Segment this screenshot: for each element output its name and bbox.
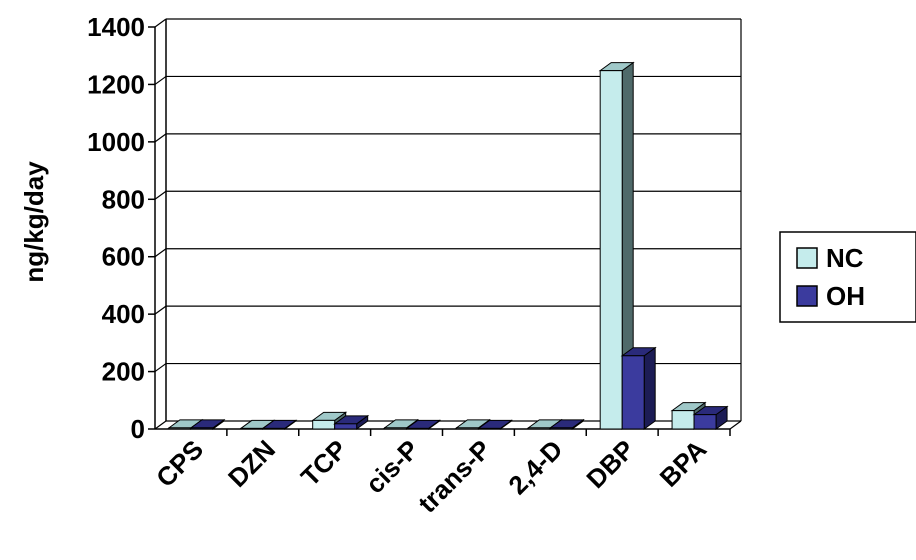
x-tick-label: BPA [654,434,713,493]
legend-box [779,231,916,323]
bar-oh-2,4-D [548,418,585,430]
x-tick-label: 2,4-D [502,434,568,500]
y-tick-label: 1400 [87,12,145,42]
gridlines [154,18,741,430]
y-tick-label: 400 [102,299,145,329]
y-tick-label: 1000 [87,127,145,157]
bar-oh-DBP [620,346,657,430]
bar-oh-TCP [333,414,370,430]
y-tick-labels: 0 200 400 600 800 1000 1200 1400 [87,12,145,444]
floor-edge [729,420,742,430]
bars [167,61,729,430]
legend-label-nc: NC [826,243,864,273]
legend-label-oh: OH [826,281,865,311]
y-tick-label: 0 [131,414,145,444]
y-tick-label: 600 [102,242,145,272]
bar-oh-DZN [261,419,298,430]
x-tick-label: TCP [295,434,353,492]
legend-swatch-oh [796,285,818,307]
gridline-side [154,305,167,315]
gridline-side [154,190,167,200]
y-tick-label: 1200 [87,69,145,99]
gridline-side [154,133,167,143]
bar-oh-BPA [692,405,729,430]
y-tick-label: 800 [102,184,145,214]
x-tick-label: trans-P [412,434,497,519]
gridline-side [154,75,167,85]
bar-oh-cis-P [405,419,442,430]
bar-oh-CPS [189,418,226,430]
bar-nc-DBP [598,61,635,430]
x-tick-label: CPS [150,434,209,493]
y-tick-label: 200 [102,357,145,387]
x-tick-label: DBP [580,434,640,494]
legend: NC OH [779,231,916,323]
gridline-side [154,18,167,28]
bar-oh-trans-P [476,419,513,430]
gridline-side [154,363,167,373]
legend-swatch-nc [796,247,818,269]
x-tick-label: cis-P [360,434,425,499]
x-tick-label: DZN [222,434,281,493]
gridline-side [154,420,167,430]
gridline-side [154,248,167,258]
y-axis-label: ng/kg/day [19,161,49,283]
